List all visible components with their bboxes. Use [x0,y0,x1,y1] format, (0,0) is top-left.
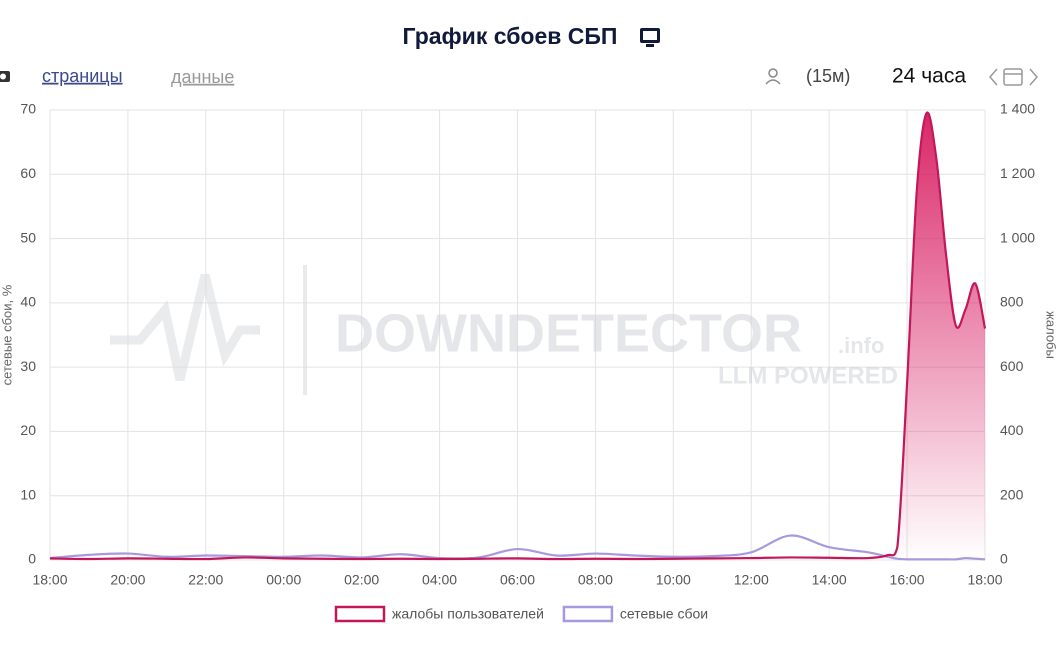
x-tick-label: 12:00 [734,572,769,588]
y-tick-label: 0 [28,551,36,567]
y-tick-label: 60 [20,165,36,181]
x-tick-label: 08:00 [578,572,613,588]
y-tick-label: 50 [20,229,36,245]
y2-tick-label: 1 400 [1000,101,1035,117]
x-tick-label: 02:00 [344,572,379,588]
x-tick-label: 20:00 [110,572,145,588]
x-tick-label: 04:00 [422,572,457,588]
series-line [49,534,986,561]
legend-label: жалобы пользователей [392,606,544,622]
y-tick-label: 10 [20,486,36,502]
x-tick-label: 00:00 [266,572,301,588]
y2-tick-label: 200 [1000,486,1024,502]
y2-tick-label: 400 [1000,422,1024,438]
chart-title: График сбоев СБП [403,23,618,49]
series-line [49,111,987,561]
range-nav[interactable] [989,68,1038,86]
y2-tick-label: 1 200 [1000,165,1035,181]
watermark-suffix: .info [838,333,884,358]
range[interactable]: 24 часа [892,65,966,88]
x-tick-label: 18:00 [32,572,67,588]
y2-tick-label: 600 [1000,358,1024,374]
x-tick-label: 16:00 [890,572,925,588]
x-tick-label: 18:00 [967,572,1002,588]
x-tick-label: 22:00 [188,572,223,588]
legend-swatch [562,605,614,623]
watermark: DOWNDETECTOR .info LLM POWERED [110,265,898,395]
watermark-brand: DOWNDETECTOR [335,303,802,363]
y2-tick-label: 1 000 [1000,229,1035,245]
y-axis-title: сетевые сбои, % [0,284,14,385]
monitor-icon [640,28,660,47]
pages-link[interactable]: страницы [42,66,123,86]
data-link[interactable]: данные [171,67,234,87]
x-tick-label: 14:00 [812,572,847,588]
y-tick-label: 40 [20,294,36,310]
x-tick-label: 06:00 [500,572,535,588]
legend-swatch [334,605,386,623]
y2-tick-label: 800 [1000,294,1024,310]
camera-icon [0,71,10,82]
y-tick-label: 70 [20,101,36,117]
x-tick-label: 10:00 [656,572,691,588]
y2-axis-title: жалобы [1044,311,1058,359]
interval[interactable]: (15м) [806,66,850,86]
user-icon[interactable] [765,68,781,85]
y-tick-label: 30 [20,358,36,374]
watermark-tagline: LLM POWERED [718,362,898,389]
y-tick-label: 20 [20,422,36,438]
y2-tick-label: 0 [1000,551,1008,567]
legend-label: сетевые сбои [620,606,708,622]
